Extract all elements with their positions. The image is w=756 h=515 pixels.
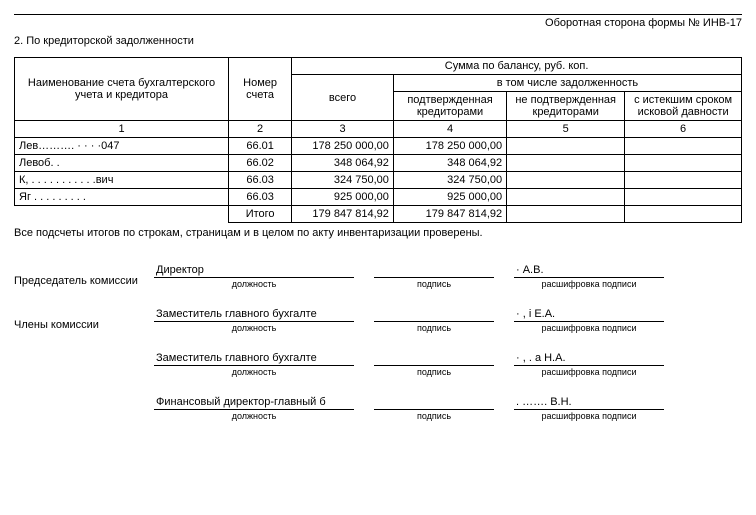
caption-sign: подпись (374, 367, 494, 377)
cell-acct: 66.02 (229, 155, 292, 172)
table-row: Лев………. · · · ·04766.01178 250 000,00178… (15, 138, 742, 155)
chairman-position: Директор (154, 263, 354, 278)
cell-not-confirmed (507, 155, 625, 172)
totals-total: 179 847 814,92 (292, 206, 394, 223)
chairman-signature: Председатель комиссии Директор должность… (14, 263, 742, 289)
cell-expired (625, 172, 742, 189)
caption-position: должность (154, 279, 354, 289)
table-row: Яг . . . . . . . . .66.03925 000,00925 0… (15, 189, 742, 206)
caption-position: должность (154, 367, 354, 377)
th-name: Наименование счета бухгалтерского учета … (15, 58, 229, 121)
cell-total: 178 250 000,00 (292, 138, 394, 155)
totals-label: Итого (229, 206, 292, 223)
member-name: · , і Е.А. (514, 307, 664, 322)
th-expired: с истекшим сроком исковой давности (625, 92, 742, 121)
chairman-label: Председатель комиссии (14, 275, 154, 289)
member-name: . ……. В.Н. (514, 395, 664, 410)
caption-sign: подпись (374, 411, 494, 421)
caption-decoding: расшифровка подписи (514, 279, 664, 289)
colnum: 1 (15, 121, 229, 138)
totals-not-confirmed (507, 206, 625, 223)
cell-confirmed: 178 250 000,00 (393, 138, 506, 155)
member-name: · , . а Н.А. (514, 351, 664, 366)
empty-cell (15, 206, 229, 223)
cell-expired (625, 155, 742, 172)
caption-decoding: расшифровка подписи (514, 411, 664, 421)
form-title: Оборотная сторона формы № ИНВ-17 (14, 17, 742, 29)
cell-total: 324 750,00 (292, 172, 394, 189)
th-not-confirmed: не подтвержденная кредиторами (507, 92, 625, 121)
cell-expired (625, 138, 742, 155)
th-subgroup: в том числе задолженность (393, 75, 741, 92)
section-title: 2. По кредиторской задолженности (14, 35, 742, 47)
colnum: 2 (229, 121, 292, 138)
cell-acct: 66.03 (229, 172, 292, 189)
cell-expired (625, 189, 742, 206)
cell-not-confirmed (507, 172, 625, 189)
caption-position: должность (154, 323, 354, 333)
caption-decoding: расшифровка подписи (514, 367, 664, 377)
member-sign (374, 395, 494, 410)
member-signature: Члены комиссииЗаместитель главного бухга… (14, 307, 742, 333)
caption-sign: подпись (374, 279, 494, 289)
member-position: Заместитель главного бухгалте (154, 351, 354, 366)
top-separator (14, 14, 742, 15)
verification-note: Все подсчеты итогов по строкам, страница… (14, 227, 742, 239)
cell-acct: 66.03 (229, 189, 292, 206)
member-signature: Финансовый директор-главный бдолжность по… (14, 395, 742, 421)
cell-name: Яг . . . . . . . . . (15, 189, 229, 206)
member-sign (374, 351, 494, 366)
th-balance-group: Сумма по балансу, руб. коп. (292, 58, 742, 75)
members-label: Члены комиссии (14, 319, 154, 333)
cell-confirmed: 925 000,00 (393, 189, 506, 206)
cell-acct: 66.01 (229, 138, 292, 155)
member-sign (374, 307, 494, 322)
table-row: Левоб. .66.02348 064,92348 064,92 (15, 155, 742, 172)
creditor-table: Наименование счета бухгалтерского учета … (14, 57, 742, 223)
cell-not-confirmed (507, 189, 625, 206)
totals-expired (625, 206, 742, 223)
colnum: 6 (625, 121, 742, 138)
totals-confirmed: 179 847 814,92 (393, 206, 506, 223)
table-row: К, . . . . . . . . . . .вич66.03324 750,… (15, 172, 742, 189)
cell-confirmed: 348 064,92 (393, 155, 506, 172)
cell-name: Лев………. · · · ·047 (15, 138, 229, 155)
th-account: Номер счета (229, 58, 292, 121)
cell-not-confirmed (507, 138, 625, 155)
cell-total: 925 000,00 (292, 189, 394, 206)
cell-total: 348 064,92 (292, 155, 394, 172)
member-signature: Заместитель главного бухгалтедолжность по… (14, 351, 742, 377)
cell-confirmed: 324 750,00 (393, 172, 506, 189)
colnum: 5 (507, 121, 625, 138)
chairman-sign (374, 263, 494, 278)
member-position: Финансовый директор-главный б (154, 395, 354, 410)
caption-decoding: расшифровка подписи (514, 323, 664, 333)
caption-position: должность (154, 411, 354, 421)
members-label (14, 375, 154, 377)
th-confirmed: подтвержденная кредиторами (393, 92, 506, 121)
cell-name: К, . . . . . . . . . . .вич (15, 172, 229, 189)
colnum: 4 (393, 121, 506, 138)
colnum: 3 (292, 121, 394, 138)
caption-sign: подпись (374, 323, 494, 333)
th-total: всего (292, 75, 394, 121)
chairman-name: · А.В. (514, 263, 664, 278)
members-label (14, 419, 154, 421)
cell-name: Левоб. . (15, 155, 229, 172)
member-position: Заместитель главного бухгалте (154, 307, 354, 322)
